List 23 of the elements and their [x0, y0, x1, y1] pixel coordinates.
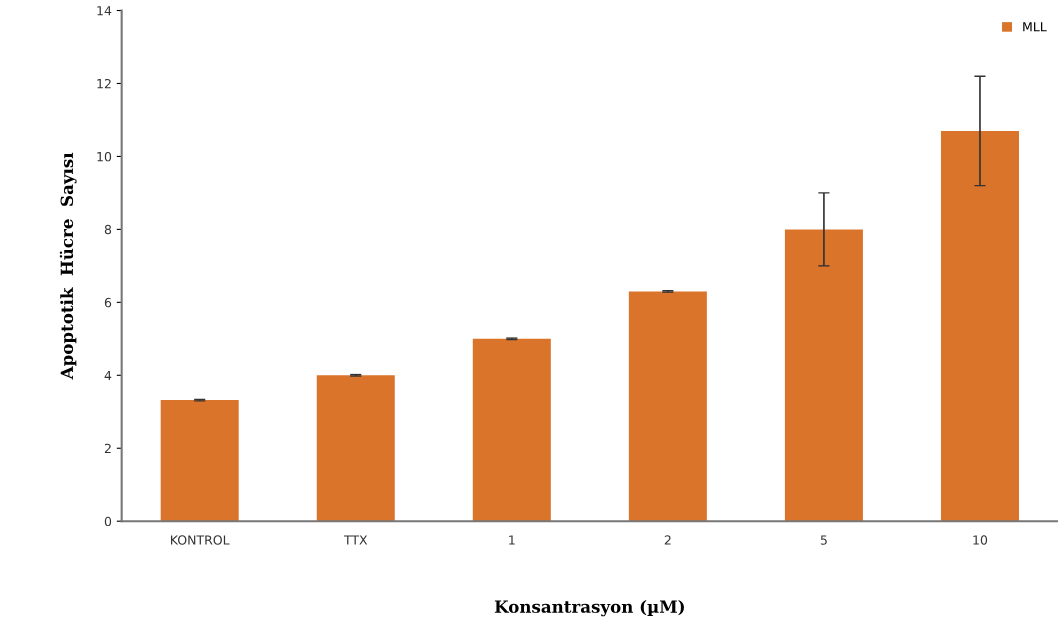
x-tick-label: 2 [664, 535, 671, 545]
y-tick-label: 10 [97, 151, 112, 162]
x-tick-label: 1 [509, 535, 515, 545]
bar [472, 338, 551, 522]
x-tick-label: 5 [820, 535, 827, 545]
y-tick-label: 12 [97, 78, 111, 89]
y-tick-label: 14 [97, 6, 112, 16]
x-tick-label: 10 [973, 535, 988, 545]
bar [628, 291, 707, 522]
bar [784, 229, 863, 522]
y-tick-label: 6 [104, 297, 112, 308]
y-tick-label: 0 [104, 516, 112, 527]
x-tick-label: KONTROL [171, 535, 230, 545]
y-tick-label: 2 [104, 443, 111, 453]
x-tick-label: TTX [343, 535, 368, 545]
y-tick-label: 8 [104, 224, 112, 235]
bar [160, 400, 239, 522]
legend-label: MLL [1023, 22, 1047, 32]
x-axis-title: Konsantrasyon (µM) [494, 599, 684, 617]
y-tick-label: 4 [104, 370, 112, 381]
bar [316, 375, 395, 522]
bar [940, 130, 1019, 522]
y-axis-title: Apoptotik Hücre Sayısı [59, 152, 77, 380]
